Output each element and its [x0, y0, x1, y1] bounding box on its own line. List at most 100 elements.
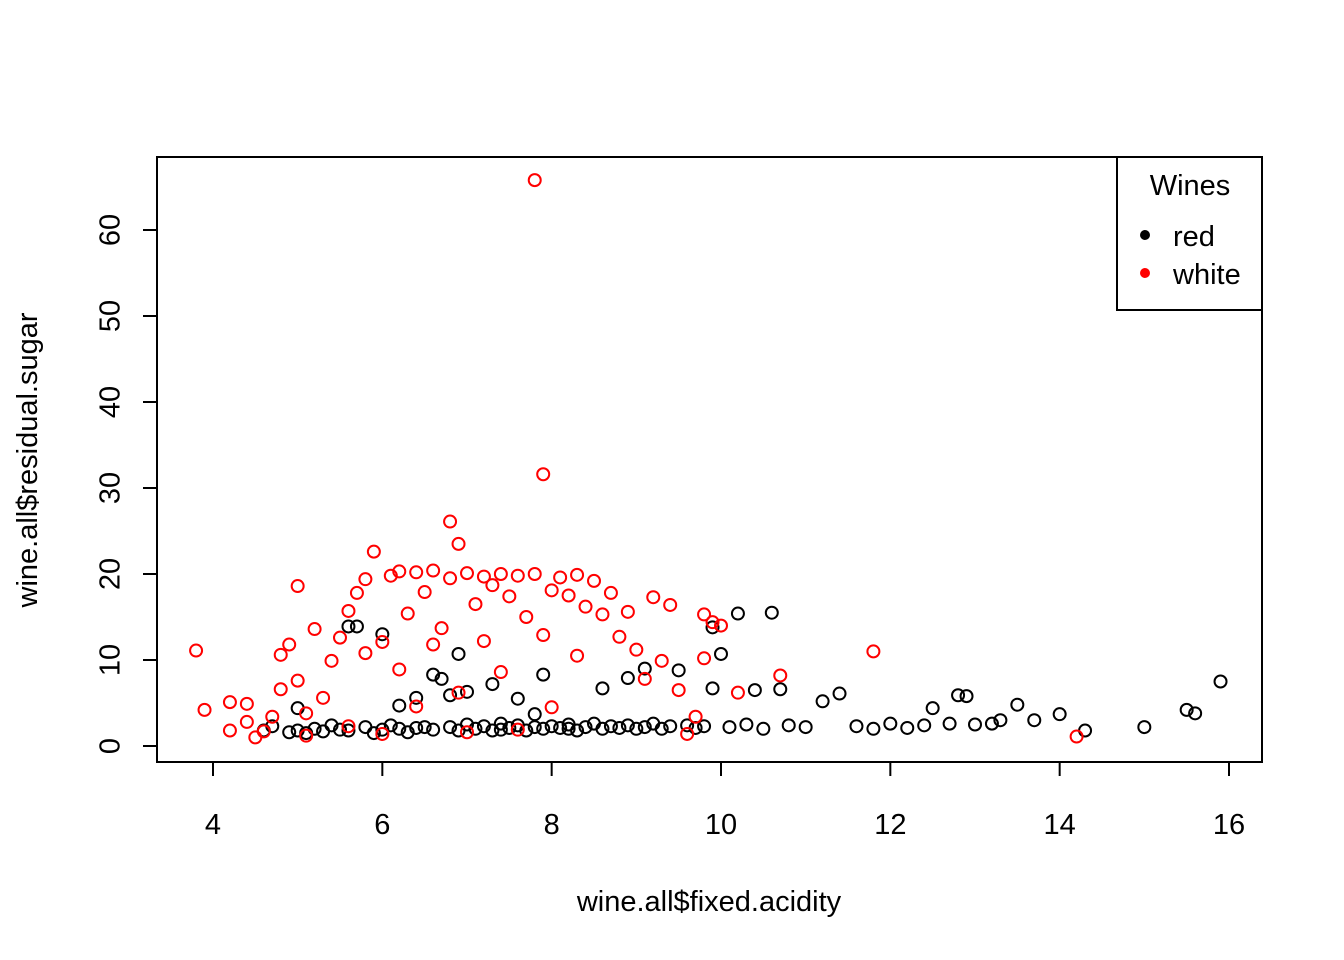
red-point-62 — [637, 661, 652, 676]
white-point-54 — [527, 173, 542, 188]
white-point-4 — [239, 714, 254, 729]
white-point-8 — [265, 709, 280, 724]
red-point-39 — [502, 720, 517, 735]
red-point-16 — [375, 722, 390, 737]
white-point-7 — [256, 724, 271, 739]
red-point-36 — [485, 677, 500, 692]
x-tick-label-10: 10 — [705, 809, 737, 841]
white-point-56 — [536, 467, 551, 482]
white-point-15 — [299, 706, 314, 721]
white-point-67 — [603, 585, 618, 600]
red-point-57 — [612, 720, 627, 735]
red-point-83 — [832, 686, 847, 701]
white-point-30 — [392, 662, 407, 677]
white-point-57 — [536, 628, 551, 643]
red-point-31 — [460, 717, 474, 732]
red-point-46 — [536, 667, 551, 682]
white-point-47 — [485, 578, 500, 593]
white-point-2 — [222, 695, 237, 710]
red-point-82 — [815, 694, 830, 709]
white-point-78 — [697, 607, 712, 622]
y-tick-label-20: 20 — [95, 558, 127, 590]
red-point-9 — [333, 722, 347, 737]
red-point-84 — [849, 719, 864, 734]
legend-label-red: red — [1173, 221, 1215, 253]
red-point-19 — [392, 698, 407, 713]
red-point-48 — [553, 720, 568, 735]
white-point-77 — [688, 709, 703, 724]
red-point-26 — [434, 671, 449, 686]
white-point-85 — [1069, 729, 1084, 744]
red-point-17 — [383, 718, 398, 733]
y-axis-label: wine.all$residual.sugar — [12, 312, 44, 608]
white-point-17 — [316, 690, 331, 705]
red-point-42 — [519, 723, 534, 738]
red-point-101 — [1179, 702, 1194, 717]
white-point-66 — [595, 607, 610, 622]
white-point-21 — [341, 719, 356, 734]
y-tick-label-30: 30 — [95, 472, 127, 504]
legend-label-white: white — [1172, 259, 1241, 291]
white-point-44 — [468, 597, 483, 612]
red-point-56 — [603, 719, 618, 734]
white-point-11 — [282, 637, 297, 652]
red-point-22 — [409, 690, 424, 705]
red-point-71 — [705, 620, 720, 635]
white-point-38 — [443, 514, 458, 529]
white-point-29 — [392, 564, 407, 579]
white-point-31 — [400, 606, 415, 621]
red-point-81 — [798, 720, 813, 735]
white-point-42 — [460, 566, 474, 581]
white-point-39 — [443, 571, 458, 586]
white-point-81 — [714, 618, 728, 633]
red-point-34 — [476, 719, 491, 734]
red-point-90 — [942, 716, 957, 731]
red-point-2 — [282, 725, 297, 740]
white-point-55 — [527, 567, 542, 581]
legend-marker-red — [1140, 230, 1150, 240]
red-point-73 — [722, 720, 737, 735]
white-point-48 — [493, 567, 508, 581]
white-point-43 — [460, 725, 474, 740]
x-tick-label-4: 4 — [205, 809, 221, 841]
white-point-27 — [375, 726, 390, 741]
white-point-33 — [409, 699, 424, 714]
white-point-40 — [451, 536, 466, 551]
white-point-76 — [680, 726, 695, 741]
red-point-85 — [866, 721, 881, 736]
white-point-74 — [663, 597, 678, 612]
white-point-10 — [273, 647, 288, 662]
white-point-24 — [358, 646, 373, 661]
red-point-66 — [671, 663, 686, 678]
white-point-50 — [502, 589, 517, 604]
white-point-23 — [358, 572, 373, 587]
white-point-34 — [417, 585, 432, 600]
white-point-22 — [349, 585, 364, 600]
axis-layer: 4 6 8 10 12 14 16 0 10 20 30 40 50 60 — [95, 214, 1245, 841]
red-point-77 — [756, 721, 771, 736]
red-point-45 — [536, 721, 551, 736]
white-point-18 — [324, 653, 339, 668]
white-point-53 — [519, 610, 534, 624]
red-point-27 — [443, 720, 458, 735]
red-point-79 — [773, 682, 788, 697]
red-point-6 — [307, 721, 322, 736]
red-point-11 — [341, 619, 356, 634]
white-point-75 — [671, 683, 686, 698]
white-point-19 — [333, 630, 347, 645]
white-point-73 — [654, 653, 669, 668]
red-point-61 — [637, 720, 652, 735]
white-point-62 — [570, 567, 585, 582]
x-tick-label-14: 14 — [1044, 809, 1076, 841]
white-point-13 — [290, 673, 305, 688]
white-point-52 — [510, 722, 525, 737]
red-point-67 — [680, 718, 695, 733]
red-point-23 — [417, 720, 432, 735]
red-point-72 — [714, 646, 728, 661]
red-point-18 — [392, 721, 407, 736]
red-point-96 — [1010, 697, 1025, 712]
red-point-94 — [984, 716, 999, 731]
red-point-21 — [409, 720, 424, 735]
